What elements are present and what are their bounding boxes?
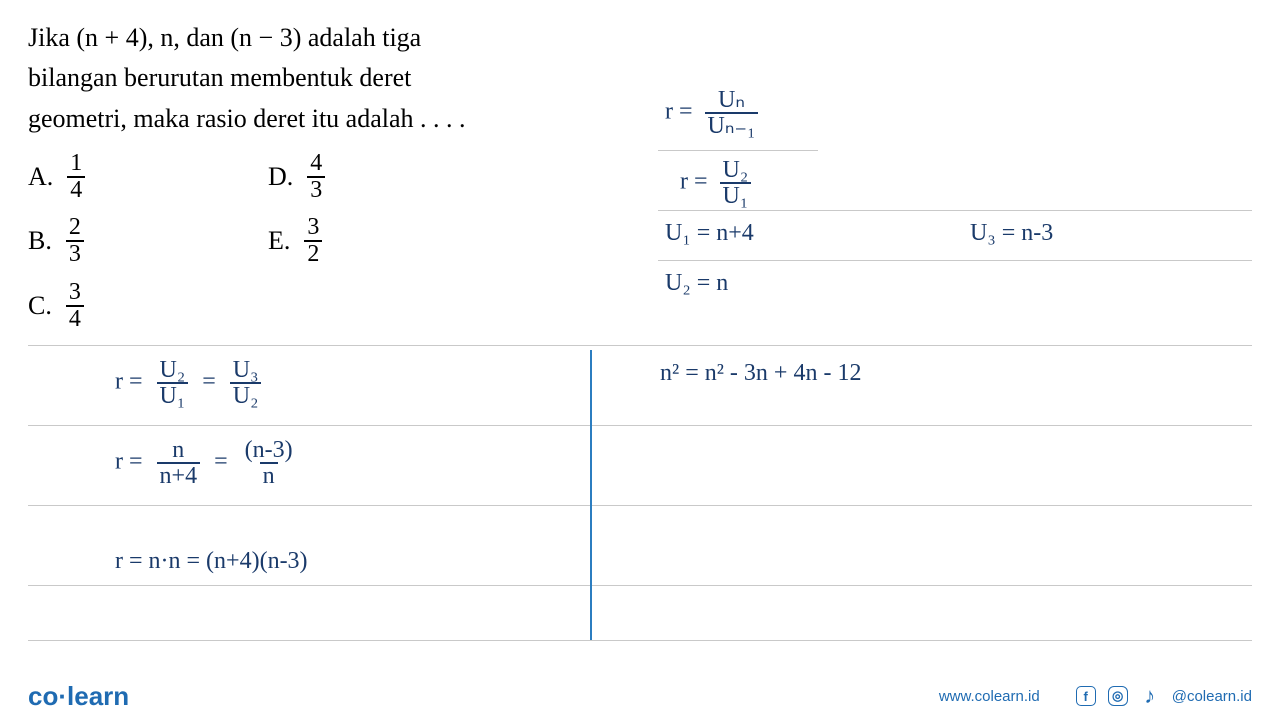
question-line-3: geometri, maka rasio deret itu adalah . … bbox=[28, 104, 466, 133]
answer-options: A. 1 4 D. 4 3 B. 2 3 E. 3 2 bbox=[28, 151, 1252, 332]
option-c-fraction: 3 4 bbox=[66, 280, 84, 332]
hw-row2-f2: (n-3) n bbox=[242, 438, 296, 488]
hw-u3-eq: U₃ = n-3 bbox=[970, 220, 1053, 247]
tiktok-icon: ♪ bbox=[1140, 686, 1160, 706]
option-c-label: C. bbox=[28, 291, 52, 321]
hw-r-def: r = Uₙ Uₙ₋₁ bbox=[665, 88, 758, 138]
hw-row2-f1: n n+4 bbox=[157, 438, 201, 488]
option-d-fraction: 4 3 bbox=[307, 151, 325, 203]
hw-right1: n² = n² - 3n + 4n - 12 bbox=[660, 360, 861, 387]
option-e-label: E. bbox=[268, 226, 290, 256]
vertical-divider bbox=[590, 350, 592, 640]
option-b: B. 2 3 bbox=[28, 215, 228, 267]
hw-u2-eq: U₂ = n bbox=[665, 270, 728, 297]
option-b-label: B. bbox=[28, 226, 52, 256]
option-e: E. 3 2 bbox=[268, 215, 468, 267]
hw-row1-f2: U₃ U₂ bbox=[230, 358, 262, 408]
hw-frac-un: Uₙ Uₙ₋₁ bbox=[705, 88, 759, 138]
footer-handle: @colearn.id bbox=[1172, 688, 1252, 705]
hw-row1: r = U₂ U₁ = U₃ U₂ bbox=[115, 358, 261, 408]
rule-3 bbox=[28, 505, 1252, 506]
option-a: A. 1 4 bbox=[28, 151, 228, 203]
question-line-2: bilangan berurutan membentuk deret bbox=[28, 63, 411, 92]
option-a-label: A. bbox=[28, 162, 53, 192]
option-b-fraction: 2 3 bbox=[66, 215, 84, 267]
brand-co: co bbox=[28, 681, 58, 711]
question-line-1: Jika (n + 4), n, dan (n − 3) adalah tiga bbox=[28, 23, 421, 52]
brand-learn: learn bbox=[67, 681, 129, 711]
option-e-fraction: 3 2 bbox=[304, 215, 322, 267]
hw-r-eq2: r = U₂ U₁ bbox=[680, 158, 751, 208]
option-d-label: D. bbox=[268, 162, 293, 192]
brand-dot: · bbox=[58, 681, 67, 711]
rule-4 bbox=[28, 585, 1252, 586]
hw-row3: r = n·n = (n+4)(n-3) bbox=[115, 548, 308, 575]
instagram-icon: ◎ bbox=[1108, 686, 1128, 706]
option-d: D. 4 3 bbox=[268, 151, 468, 203]
footer: co·learn www.colearn.id f ◎ ♪ @colearn.i… bbox=[0, 672, 1280, 720]
facebook-icon: f bbox=[1076, 686, 1096, 706]
question-text: Jika (n + 4), n, dan (n − 3) adalah tiga… bbox=[28, 18, 568, 139]
hw-rule-long2 bbox=[658, 260, 1252, 261]
rule-5 bbox=[28, 640, 1252, 641]
option-a-fraction: 1 4 bbox=[67, 151, 85, 203]
option-c: C. 3 4 bbox=[28, 280, 228, 332]
hw-u1-eq: U₁ = n+4 bbox=[665, 220, 754, 247]
hw-frac-u2u1: U₂ U₁ bbox=[720, 158, 752, 208]
content-area: Jika (n + 4), n, dan (n − 3) adalah tiga… bbox=[28, 18, 1252, 332]
hw-row2: r = n n+4 = (n-3) n bbox=[115, 438, 296, 488]
hw-row1-f1: U₂ U₁ bbox=[157, 358, 189, 408]
rule-1 bbox=[28, 345, 1252, 346]
hw-rule-short bbox=[658, 150, 818, 151]
footer-right: www.colearn.id f ◎ ♪ @colearn.id bbox=[939, 686, 1252, 706]
hw-rule-long1 bbox=[658, 210, 1252, 211]
footer-url: www.colearn.id bbox=[939, 688, 1040, 705]
brand-logo: co·learn bbox=[28, 681, 129, 712]
rule-2 bbox=[28, 425, 1252, 426]
